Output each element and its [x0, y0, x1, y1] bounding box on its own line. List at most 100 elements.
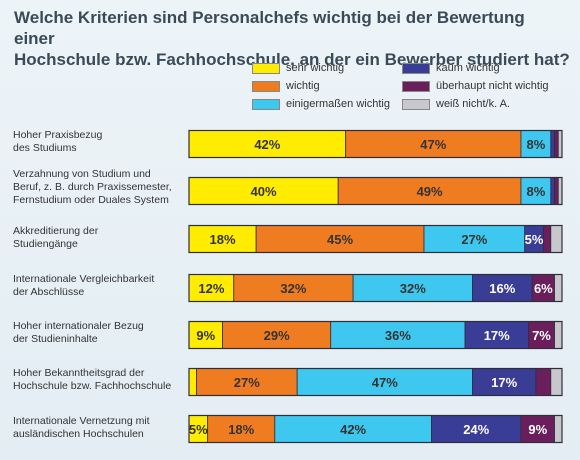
bar-segment-vergleichbarkeit-weiss-nicht: [554, 274, 563, 302]
legend-swatch-wichtig: [252, 80, 280, 92]
legend-item-wichtig: wichtig: [252, 78, 320, 94]
row-label-line: Hoher Praxisbezug: [13, 129, 103, 141]
bar-row-verzahnung: 40% 49% 8%: [188, 176, 563, 206]
bar-segment-akkreditierung-weiss-nicht: [550, 225, 563, 253]
bar-frame-verzahnung: [188, 176, 563, 206]
bar-segment-akkreditierung-sehr-wichtig: [188, 225, 257, 253]
legend-label-sehr-wichtig: sehr wichtig: [286, 62, 345, 74]
data-label-praxisbezug-wichtig: 47%: [420, 137, 446, 152]
legend-label-ueberhaupt-nicht-wichtig: überhaupt nicht wichtig: [436, 80, 549, 92]
data-label-akkreditierung-sehr-wichtig: 18%: [210, 232, 236, 247]
legend-item-weiss-nicht: weiß nicht/k. A.: [402, 96, 510, 112]
data-label-akkreditierung-kaum-wichtig: 5%: [525, 232, 544, 247]
legend-swatch-einigermassen-wichtig: [252, 98, 280, 110]
bar-segment-praxisbezug-einigermassen-wichtig: [520, 130, 552, 158]
data-label-vernetzung-kaum-wichtig: 24%: [463, 422, 489, 437]
row-label-akkreditierung: Akkreditierung der Studiengänge: [13, 225, 185, 251]
data-label-internationaler-bezug-ueberhaupt-nicht-wichtig: 7%: [532, 328, 551, 343]
bar-segment-bekanntheitsgrad-einigermassen-wichtig: [296, 368, 473, 396]
row-label-internationaler-bezug: Hoher internationaler Bezug der Studieni…: [13, 320, 185, 346]
data-label-internationaler-bezug-wichtig: 29%: [264, 328, 290, 343]
data-label-verzahnung-einigermassen-wichtig: 8%: [526, 184, 545, 199]
bar-segment-internationaler-bezug-sehr-wichtig: [188, 321, 223, 349]
data-label-internationaler-bezug-kaum-wichtig: 17%: [484, 328, 510, 343]
bar-row-internationaler-bezug: 9% 29% 36% 17% 7%: [188, 320, 563, 350]
bar-segment-vernetzung-weiss-nicht: [554, 415, 563, 443]
bar-segment-verzahnung-einigermassen-wichtig: [520, 177, 552, 205]
bar-frame-vergleichbarkeit: [188, 273, 563, 303]
row-label-verzahnung: Verzahnung von Studium und Beruf, z. B. …: [13, 168, 185, 207]
data-label-verzahnung-wichtig: 49%: [417, 184, 443, 199]
row-label-line: Fernstudium oder Duales System: [13, 194, 169, 206]
bar-segment-bekanntheitsgrad-sehr-wichtig: [188, 368, 197, 396]
data-label-vernetzung-sehr-wichtig: 5%: [189, 422, 208, 437]
legend-item-sehr-wichtig: sehr wichtig: [252, 60, 344, 76]
data-label-vergleichbarkeit-ueberhaupt-nicht-wichtig: 6%: [534, 281, 553, 296]
bar-segment-vergleichbarkeit-wichtig: [233, 274, 354, 302]
chart-legend: sehr wichtig wichtig einigermaßen wichti…: [252, 60, 572, 114]
bar-segment-vernetzung-wichtig: [207, 415, 276, 443]
data-label-vergleichbarkeit-einigermassen-wichtig: 32%: [400, 281, 426, 296]
bar-segment-akkreditierung-ueberhaupt-nicht-wichtig: [542, 225, 552, 253]
bar-segment-verzahnung-ueberhaupt-nicht-wichtig: [554, 177, 559, 205]
bar-row-vernetzung: 5% 18% 42% 24% 9%: [188, 414, 563, 444]
bar-row-bekanntheitsgrad: 27% 47% 17%: [188, 367, 563, 397]
bar-row-praxisbezug: 42% 47% 8%: [188, 129, 563, 159]
bar-frame-bekanntheitsgrad: [188, 367, 563, 397]
data-label-bekanntheitsgrad-kaum-wichtig: 17%: [491, 375, 517, 390]
data-label-vergleichbarkeit-sehr-wichtig: 12%: [198, 281, 224, 296]
row-label-line: Beruf, z. B. durch Praxissemester,: [13, 181, 172, 193]
bar-frame-internationaler-bezug: [188, 320, 563, 350]
legend-swatch-kaum-wichtig: [402, 62, 430, 74]
data-label-praxisbezug-einigermassen-wichtig: 8%: [526, 137, 545, 152]
legend-label-kaum-wichtig: kaum wichtig: [436, 62, 500, 74]
data-label-vergleichbarkeit-kaum-wichtig: 16%: [489, 281, 515, 296]
bar-segment-praxisbezug-ueberhaupt-nicht-wichtig: [554, 130, 559, 158]
bar-segment-praxisbezug-wichtig: [345, 130, 522, 158]
row-label-vergleichbarkeit: Internationale Vergleichbarkeit der Absc…: [13, 273, 185, 299]
legend-label-wichtig: wichtig: [286, 80, 320, 92]
bar-segment-praxisbezug-kaum-wichtig: [550, 130, 555, 158]
legend-item-einigermassen-wichtig: einigermaßen wichtig: [252, 96, 390, 112]
data-label-bekanntheitsgrad-wichtig: 27%: [234, 375, 260, 390]
bar-frame-vernetzung: [188, 414, 563, 444]
data-label-akkreditierung-wichtig: 45%: [327, 232, 353, 247]
row-label-bekanntheitsgrad: Hoher Bekanntheitsgrad der Hochschule bz…: [13, 367, 185, 393]
row-label-line: Hochschule bzw. Fachhochschule: [13, 380, 172, 392]
row-label-line: Verzahnung von Studium und: [13, 168, 151, 180]
row-label-line: Studiengänge: [13, 238, 78, 250]
chart-title: Welche Kriterien sind Personalchefs wich…: [14, 7, 570, 70]
data-label-internationaler-bezug-einigermassen-wichtig: 36%: [385, 328, 411, 343]
row-label-line: der Studieninhalte: [13, 333, 98, 345]
data-label-vernetzung-einigermassen-wichtig: 42%: [340, 422, 366, 437]
legend-swatch-weiss-nicht: [402, 98, 430, 110]
row-label-line: Akkreditierung der: [13, 225, 99, 237]
bar-segment-internationaler-bezug-weiss-nicht: [554, 321, 563, 349]
bar-row-akkreditierung: 18% 45% 27% 5%: [188, 224, 563, 254]
data-label-verzahnung-sehr-wichtig: 40%: [251, 184, 277, 199]
bar-segment-bekanntheitsgrad-weiss-nicht: [550, 368, 563, 396]
row-label-line: der Abschlüsse: [13, 286, 85, 298]
legend-label-weiss-nicht: weiß nicht/k. A.: [436, 98, 510, 110]
bar-segment-vergleichbarkeit-einigermassen-wichtig: [352, 274, 473, 302]
row-label-line: Hoher Bekanntheitsgrad der: [13, 367, 145, 379]
row-label-line: Internationale Vernetzung mit: [13, 415, 150, 427]
row-label-line: des Studiums: [13, 142, 77, 154]
data-label-akkreditierung-einigermassen-wichtig: 27%: [461, 232, 487, 247]
data-label-vernetzung-ueberhaupt-nicht-wichtig: 9%: [528, 422, 547, 437]
legend-item-kaum-wichtig: kaum wichtig: [402, 60, 500, 76]
bar-frame-akkreditierung: [188, 224, 563, 254]
bar-segment-vergleichbarkeit-kaum-wichtig: [472, 274, 533, 302]
data-label-vernetzung-wichtig: 18%: [228, 422, 254, 437]
row-label-line: Internationale Vergleichbarkeit: [13, 273, 155, 285]
bar-segment-akkreditierung-wichtig: [255, 225, 425, 253]
data-label-internationaler-bezug-sehr-wichtig: 9%: [196, 328, 215, 343]
bar-segment-verzahnung-kaum-wichtig: [550, 177, 555, 205]
data-label-praxisbezug-sehr-wichtig: 42%: [254, 137, 280, 152]
legend-item-ueberhaupt-nicht-wichtig: überhaupt nicht wichtig: [402, 78, 549, 94]
row-label-line: ausländischen Hochschulen: [13, 428, 144, 440]
legend-swatch-ueberhaupt-nicht-wichtig: [402, 80, 430, 92]
legend-label-einigermassen-wichtig: einigermaßen wichtig: [286, 98, 390, 110]
data-label-vergleichbarkeit-wichtig: 32%: [280, 281, 306, 296]
